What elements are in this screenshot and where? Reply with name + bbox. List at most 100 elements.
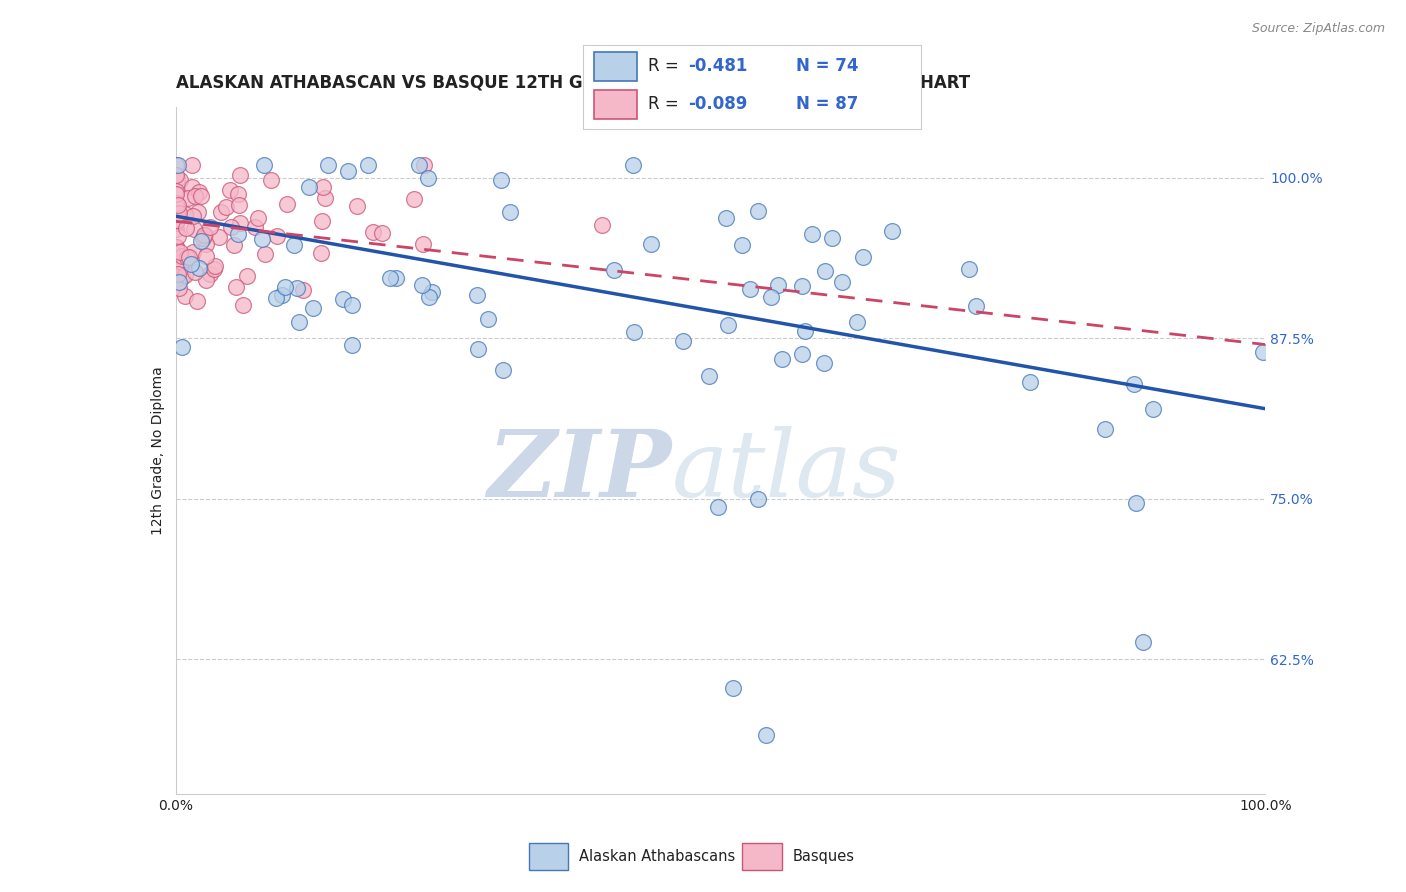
- Point: [603, 262, 626, 277]
- Point: [167, 267, 190, 281]
- Point: [378, 270, 401, 285]
- Point: [361, 225, 384, 239]
- Point: [766, 277, 789, 292]
- Point: [187, 185, 209, 199]
- Point: [285, 281, 308, 295]
- Point: [250, 232, 273, 246]
- Point: [821, 231, 844, 245]
- Point: [770, 351, 793, 366]
- Point: [271, 288, 294, 302]
- Point: [169, 255, 191, 269]
- Point: [301, 301, 323, 315]
- Point: [747, 204, 769, 219]
- Point: [492, 363, 515, 377]
- Point: [226, 227, 249, 242]
- Point: [167, 229, 190, 244]
- Point: [170, 260, 193, 275]
- Point: [790, 347, 813, 361]
- Point: [246, 211, 269, 225]
- Point: [621, 158, 644, 172]
- Point: [346, 199, 368, 213]
- Text: N = 74: N = 74: [796, 57, 859, 75]
- Point: [229, 216, 252, 230]
- Point: [181, 158, 204, 172]
- Point: [738, 282, 761, 296]
- Point: [165, 216, 187, 230]
- Point: [165, 196, 187, 211]
- Point: [195, 249, 218, 263]
- Text: R =: R =: [648, 57, 683, 75]
- Point: [177, 250, 200, 264]
- Point: [235, 268, 257, 283]
- Point: [167, 275, 190, 289]
- Point: [385, 271, 408, 285]
- Point: [181, 209, 204, 223]
- Text: Alaskan Athabascans: Alaskan Athabascans: [579, 849, 735, 863]
- Point: [228, 198, 250, 212]
- Point: [336, 163, 359, 178]
- Point: [204, 259, 226, 273]
- Point: [225, 279, 247, 293]
- Point: [187, 205, 209, 219]
- Point: [165, 271, 187, 285]
- Point: [467, 342, 489, 356]
- Point: [253, 158, 276, 172]
- Point: [172, 248, 194, 262]
- Y-axis label: 12th Grade, No Diploma: 12th Grade, No Diploma: [150, 366, 165, 535]
- Point: [965, 299, 987, 313]
- Point: [283, 238, 305, 252]
- Point: [190, 234, 212, 248]
- Point: [253, 247, 276, 261]
- Point: [623, 325, 645, 339]
- Point: [195, 237, 218, 252]
- Point: [357, 158, 380, 172]
- Point: [183, 221, 205, 235]
- Point: [193, 227, 215, 242]
- Point: [1142, 401, 1164, 416]
- Point: [188, 260, 211, 275]
- Point: [167, 281, 190, 295]
- Point: [312, 180, 335, 194]
- Point: [198, 219, 221, 234]
- Point: [311, 214, 333, 228]
- Point: [959, 261, 981, 276]
- Point: [165, 158, 187, 172]
- Point: [165, 187, 187, 202]
- Point: [165, 184, 187, 198]
- Text: Source: ZipAtlas.com: Source: ZipAtlas.com: [1251, 22, 1385, 36]
- Point: [165, 264, 187, 278]
- Point: [706, 500, 728, 514]
- Point: [467, 288, 489, 302]
- Point: [165, 221, 187, 235]
- Point: [260, 172, 283, 186]
- Point: [412, 237, 434, 252]
- Point: [714, 211, 737, 225]
- Point: [166, 213, 188, 227]
- Point: [181, 180, 204, 194]
- Point: [218, 183, 240, 197]
- Point: [800, 227, 823, 241]
- Point: [166, 198, 188, 212]
- Point: [174, 207, 197, 221]
- Point: [215, 200, 238, 214]
- Point: [716, 318, 738, 332]
- Point: [190, 189, 212, 203]
- Point: [174, 221, 197, 235]
- Point: [814, 263, 837, 277]
- Point: [1094, 422, 1116, 436]
- Point: [221, 219, 243, 234]
- Point: [747, 491, 769, 506]
- Point: [169, 172, 191, 186]
- Point: [274, 280, 297, 294]
- Point: [371, 226, 394, 240]
- Point: [264, 291, 287, 305]
- Point: [288, 315, 311, 329]
- Point: [852, 251, 875, 265]
- Point: [222, 238, 245, 252]
- Point: [208, 230, 231, 244]
- Point: [184, 265, 207, 279]
- Point: [193, 227, 215, 242]
- Point: [332, 292, 354, 306]
- Point: [316, 158, 339, 172]
- Text: Basques: Basques: [793, 849, 855, 863]
